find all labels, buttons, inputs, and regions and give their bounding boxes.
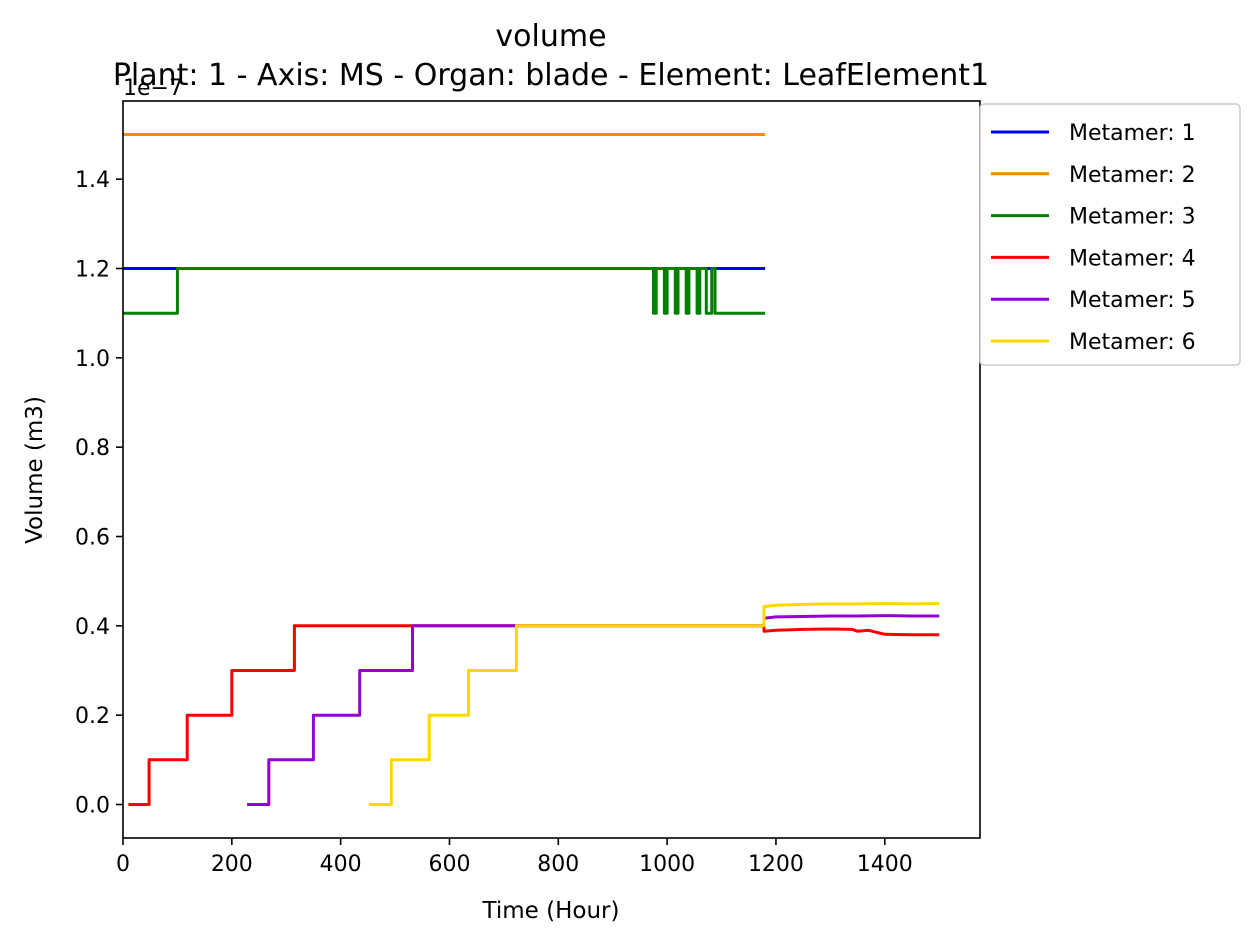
y-tick-label: 0.6 bbox=[75, 526, 110, 551]
y-tick-label: 0.4 bbox=[75, 615, 110, 640]
y-tick-label: 1.0 bbox=[75, 347, 110, 372]
y-tick-label: 0.2 bbox=[75, 704, 110, 729]
y-tick-label: 1.4 bbox=[75, 168, 110, 193]
x-tick-label: 1200 bbox=[748, 852, 804, 877]
x-tick-label: 200 bbox=[211, 852, 253, 877]
legend-label-4: Metamer: 4 bbox=[1069, 246, 1196, 271]
x-tick-label: 600 bbox=[428, 852, 470, 877]
axes-frame bbox=[122, 100, 981, 839]
legend-label-1: Metamer: 1 bbox=[1069, 121, 1196, 146]
series-line-5 bbox=[247, 614, 940, 806]
legend: Metamer: 1 Metamer: 2 Metamer: 3 Metamer: 4… bbox=[979, 103, 1241, 366]
series-line-3 bbox=[123, 267, 766, 315]
y-axis-label: Volume (m3) bbox=[22, 396, 48, 544]
legend-label-5: Metamer: 5 bbox=[1069, 288, 1196, 313]
x-tick-label: 800 bbox=[537, 852, 579, 877]
y-tick-label: 0.8 bbox=[75, 436, 110, 461]
plot-area bbox=[122, 100, 981, 839]
series-line-4 bbox=[128, 624, 940, 806]
x-tick-label: 1400 bbox=[857, 852, 913, 877]
x-tick-label: 0 bbox=[116, 852, 130, 877]
x-axis-label: Time (Hour) bbox=[482, 898, 620, 924]
x-axis: 0 200 400 600 800 1000 1200 1400 bbox=[116, 838, 913, 877]
legend-label-3: Metamer: 3 bbox=[1069, 205, 1196, 230]
y-offset-label: 1e−7 bbox=[123, 76, 183, 101]
chart-title: volume bbox=[495, 19, 606, 54]
y-tick-label: 1.2 bbox=[75, 258, 110, 283]
y-axis: 0.0 0.2 0.4 0.6 0.8 1.0 1.2 1.4 bbox=[75, 168, 123, 819]
series-line-6 bbox=[368, 602, 940, 806]
chart-subtitle: Plant: 1 - Axis: MS - Organ: blade - Ele… bbox=[113, 58, 989, 93]
x-tick-label: 1000 bbox=[639, 852, 695, 877]
y-tick-label: 0.0 bbox=[75, 794, 110, 819]
legend-label-2: Metamer: 2 bbox=[1069, 163, 1196, 188]
x-tick-label: 400 bbox=[320, 852, 362, 877]
series-lines bbox=[123, 133, 940, 806]
legend-label-6: Metamer: 6 bbox=[1069, 330, 1196, 355]
